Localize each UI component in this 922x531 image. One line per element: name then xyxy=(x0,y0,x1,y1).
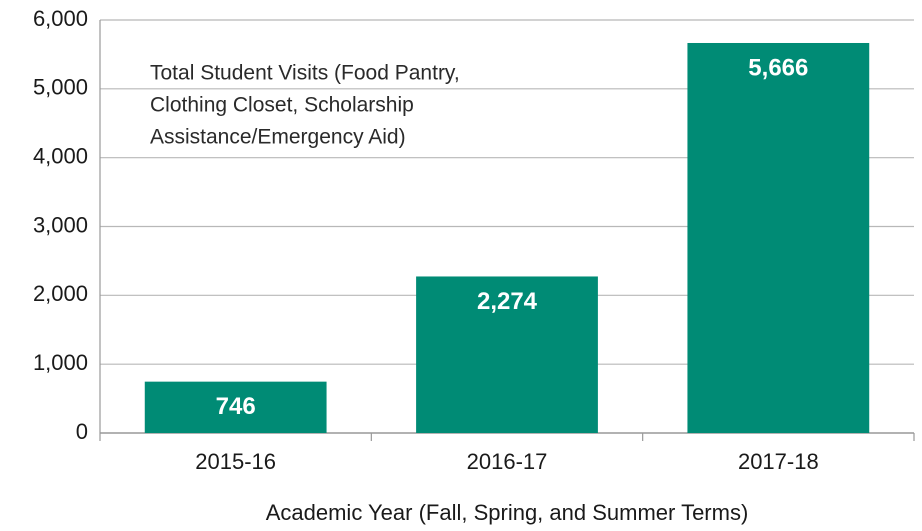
value-label: 746 xyxy=(216,393,256,420)
value-label: 5,666 xyxy=(748,54,808,81)
x-axis-label: Academic Year (Fall, Spring, and Summer … xyxy=(266,500,749,525)
chart-title: Total Student Visits (Food Pantry, xyxy=(150,62,460,85)
y-tick-label: 1,000 xyxy=(33,350,88,375)
value-label: 2,274 xyxy=(477,288,538,315)
y-tick-label: 3,000 xyxy=(33,212,88,237)
y-tick-label: 6,000 xyxy=(33,6,88,31)
x-tick-label: 2016-17 xyxy=(467,449,548,474)
x-tick-label: 2015-16 xyxy=(195,449,276,474)
y-tick-label: 0 xyxy=(76,419,88,444)
bar xyxy=(687,42,870,434)
bar xyxy=(144,381,327,433)
y-tick-label: 5,000 xyxy=(33,75,88,100)
bar xyxy=(416,276,598,433)
chart-title: Clothing Closet, Scholarship xyxy=(150,94,414,117)
x-tick-label: 2017-18 xyxy=(738,449,819,474)
chart-title: Assistance/Emergency Aid) xyxy=(150,126,406,149)
y-tick-label: 4,000 xyxy=(33,143,88,168)
y-tick-label: 2,000 xyxy=(33,281,88,306)
